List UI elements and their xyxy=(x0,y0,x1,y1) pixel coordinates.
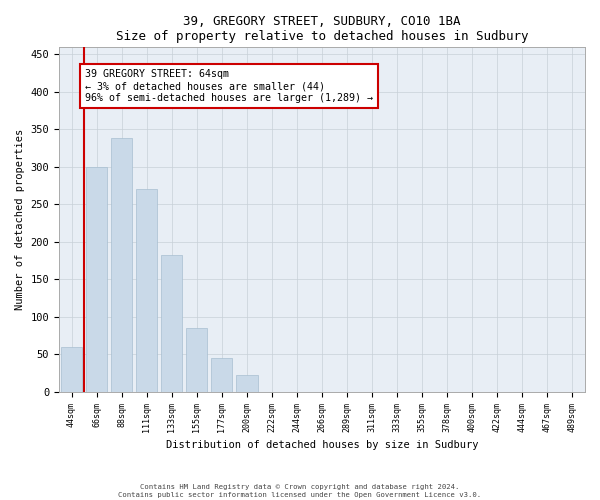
Bar xyxy=(211,358,232,392)
Bar xyxy=(86,167,107,392)
Bar xyxy=(186,328,208,392)
Bar xyxy=(136,190,157,392)
Bar xyxy=(236,376,257,392)
Bar xyxy=(111,138,132,392)
Y-axis label: Number of detached properties: Number of detached properties xyxy=(15,129,25,310)
Text: Contains HM Land Registry data © Crown copyright and database right 2024.
Contai: Contains HM Land Registry data © Crown c… xyxy=(118,484,482,498)
Bar xyxy=(61,347,82,392)
X-axis label: Distribution of detached houses by size in Sudbury: Distribution of detached houses by size … xyxy=(166,440,478,450)
Title: 39, GREGORY STREET, SUDBURY, CO10 1BA
Size of property relative to detached hous: 39, GREGORY STREET, SUDBURY, CO10 1BA Si… xyxy=(116,15,528,43)
Bar xyxy=(161,254,182,392)
Text: 39 GREGORY STREET: 64sqm
← 3% of detached houses are smaller (44)
96% of semi-de: 39 GREGORY STREET: 64sqm ← 3% of detache… xyxy=(85,70,373,102)
